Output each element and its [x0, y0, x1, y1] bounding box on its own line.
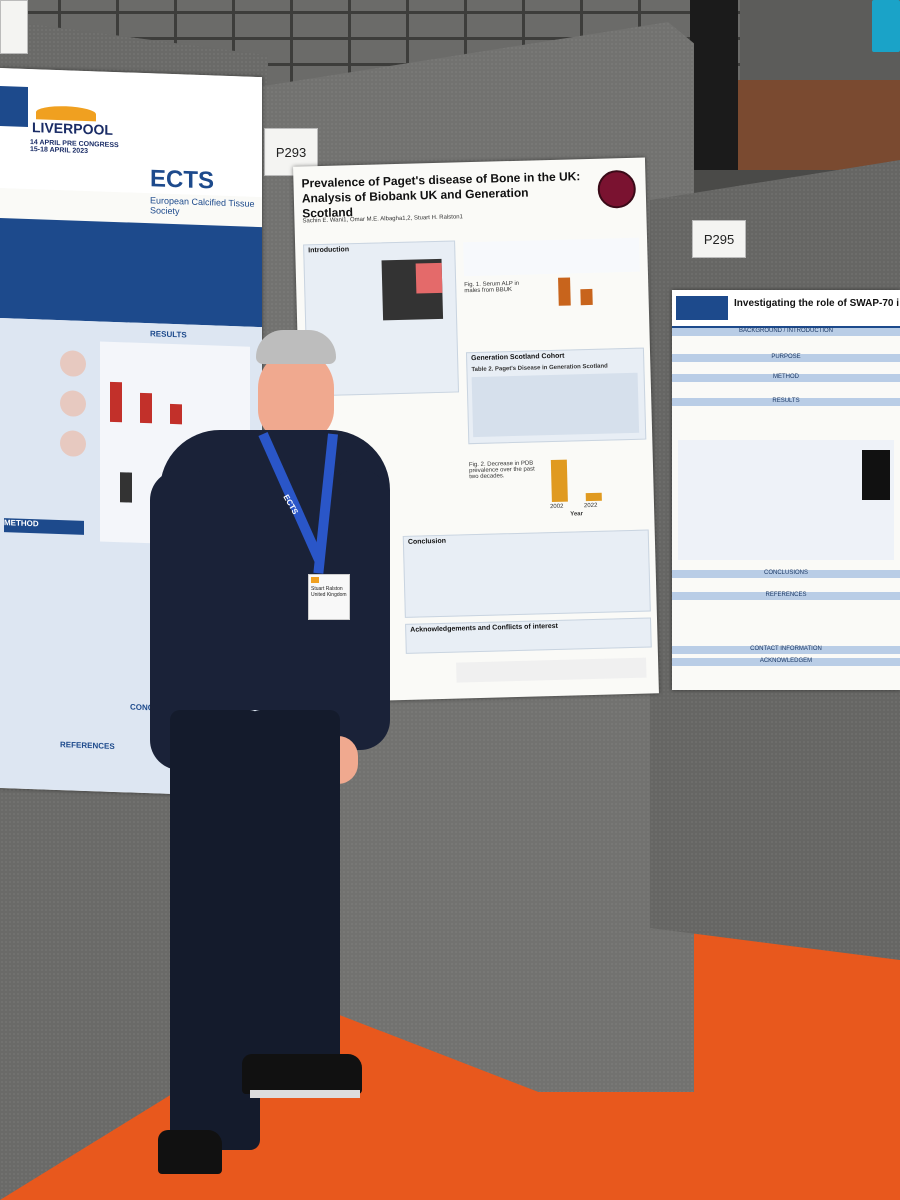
tick-label: 2002 — [549, 503, 564, 511]
tick-label: 2022 — [583, 502, 598, 510]
ects-logo: ECTS — [150, 165, 215, 195]
chart-bar — [580, 288, 593, 306]
section-heading: Introduction — [308, 246, 350, 255]
section-heading: CONCLUSIONS — [672, 570, 900, 578]
section-heading: RESULTS — [672, 398, 900, 406]
results-figures — [678, 440, 894, 560]
section-heading: Generation Scotland Cohort — [471, 352, 565, 363]
congress-logo — [0, 86, 28, 127]
poster-title-band — [0, 218, 262, 328]
shoe-sole — [250, 1090, 360, 1098]
references-heading: REFERENCES — [60, 740, 115, 752]
section-heading: PURPOSE — [672, 354, 900, 362]
data-table — [471, 372, 640, 438]
method-heading: METHOD — [4, 518, 84, 535]
background-hall — [738, 80, 900, 170]
chart-bar — [120, 472, 132, 503]
section-heading: BACKGROUND / INTRODUCTION — [672, 328, 900, 336]
poster-header: Investigating the role of SWAP-70 i — [672, 290, 900, 328]
clock-icon — [60, 430, 86, 458]
society-name: European Calcified Tissue Society — [150, 195, 255, 217]
microscopy-image — [862, 450, 890, 500]
congress-logo — [676, 296, 728, 320]
badge-name: Stuart Ralston — [311, 586, 343, 592]
left-shoe — [158, 1130, 222, 1174]
chart-bar — [558, 277, 571, 306]
acknowledgements-section: Acknowledgements and Conflicts of intere… — [405, 617, 652, 654]
congress-dates: 14 APRIL PRE CONGRESS 15-18 APRIL 2023 — [30, 139, 119, 156]
generation-scotland-section: Generation Scotland Cohort Table 2. Page… — [465, 347, 647, 445]
sponsor-logos — [456, 657, 647, 683]
poster-title: Investigating the role of SWAP-70 i — [734, 298, 900, 309]
right-shoe — [242, 1054, 362, 1094]
axis-label: Year — [570, 511, 584, 518]
poster-number-tag-partial — [0, 0, 28, 54]
section-heading: CONTACT INFORMATION — [672, 646, 900, 654]
conclusion-section: Conclusion — [402, 529, 651, 618]
university-seal-icon — [597, 169, 637, 209]
support-beam — [690, 0, 738, 170]
bone-scan-image — [415, 262, 443, 294]
chart-bar — [110, 381, 122, 423]
section-heading: REFERENCES — [672, 592, 900, 600]
clock-icon — [60, 390, 86, 418]
face — [258, 350, 334, 442]
chart-bar — [550, 459, 568, 503]
section-heading: Acknowledgements and Conflicts of intere… — [410, 622, 559, 634]
section-heading: METHOD — [672, 374, 900, 382]
badge-country: United Kingdom — [311, 592, 347, 598]
poster-number-tag: P295 — [692, 220, 746, 258]
blue-sign — [872, 0, 900, 52]
clock-icon — [60, 350, 86, 378]
poster-header: LIVERPOOL 14 APRIL PRE CONGRESS 15-18 AP… — [0, 68, 262, 198]
chart-bar — [585, 492, 602, 502]
results-intro-text — [463, 237, 640, 277]
presenter-person: ECTS Stuart Ralston United Kingdom — [150, 330, 410, 1200]
table-caption: Table 2. Paget's Disease in Generation S… — [471, 363, 608, 374]
right-leg — [250, 710, 340, 1090]
poster-right: Investigating the role of SWAP-70 i BACK… — [672, 290, 900, 690]
congress-city: LIVERPOOL — [32, 119, 113, 138]
badge-logo — [311, 577, 319, 583]
figure-1-caption: Fig. 1. Serum ALP in males from BBUK — [464, 280, 520, 295]
section-heading: Conclusion — [407, 537, 447, 546]
gray-hair — [256, 330, 336, 364]
section-heading: ACKNOWLEDGEM — [672, 658, 900, 666]
name-badge: Stuart Ralston United Kingdom — [308, 574, 350, 620]
figure-2-caption: Fig. 2. Decrease in PDB prevalence over … — [468, 460, 535, 481]
